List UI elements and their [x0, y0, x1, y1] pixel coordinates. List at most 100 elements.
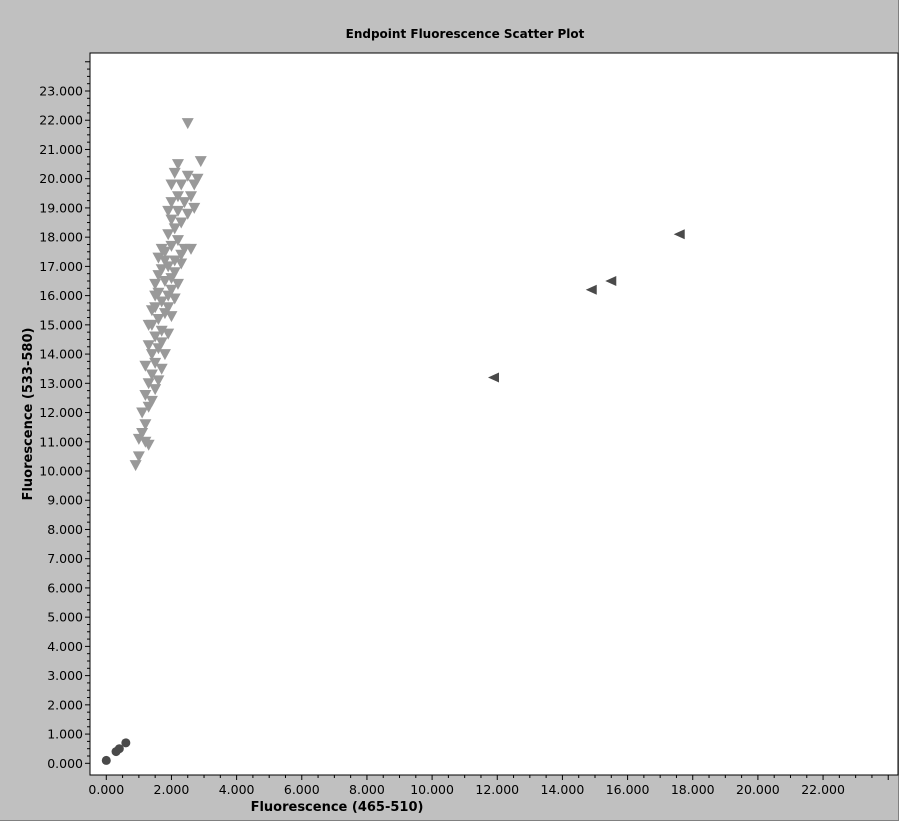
data-point-triangle-left [488, 372, 499, 383]
data-point-triangle-down [152, 252, 165, 264]
y-tick-label: 20.000 [39, 171, 83, 186]
data-point-triangle-down [158, 255, 171, 267]
data-point-triangle-left [673, 229, 685, 240]
y-tick-label: 6.000 [47, 580, 83, 595]
data-point-triangle-down [145, 369, 158, 381]
plot-area [89, 52, 899, 776]
data-point-triangle-down [175, 249, 188, 261]
y-tick-label: 17.000 [39, 259, 83, 274]
data-point-triangle-down [155, 363, 168, 375]
y-axis-title: Fluorescence (533-580) [21, 328, 36, 501]
data-point-triangle-down [162, 205, 175, 217]
data-point-circle [114, 744, 124, 754]
x-tick-label: 2.000 [154, 782, 190, 797]
data-point-triangle-down [149, 331, 162, 343]
data-point-triangle-down [188, 202, 201, 214]
x-tick-label: 0.000 [88, 782, 124, 797]
x-axis: 0.000 2.000 4.000 6.000 8.000 10.000 12.000 14.… [88, 775, 889, 797]
data-point-triangle-down [168, 223, 181, 235]
data-point-triangle-down [149, 290, 162, 302]
data-point-triangle-down [149, 357, 162, 369]
y-tick-label: 4.000 [47, 639, 83, 654]
x-tick-label: 18.000 [671, 782, 715, 797]
data-point-triangle-down [142, 378, 155, 390]
data-point-triangle-down [178, 197, 191, 209]
y-tick-label: 19.000 [39, 200, 83, 215]
data-point-triangle-down [191, 173, 204, 185]
y-tick-label: 13.000 [39, 376, 83, 391]
data-point-triangle-down [165, 240, 178, 252]
data-point-triangle-down [142, 340, 155, 352]
data-point-triangle-down [155, 243, 168, 255]
y-tick-label: 3.000 [47, 668, 83, 683]
data-point-triangle-down [168, 167, 181, 179]
data-point-triangle-down [162, 328, 175, 340]
data-point-triangle-down [171, 159, 184, 171]
data-point-triangle-down [132, 451, 145, 463]
y-tick-label: 0.000 [47, 756, 83, 771]
data-points [101, 118, 685, 765]
data-point-triangle-down [139, 390, 152, 401]
data-point-triangle-down [158, 276, 171, 287]
x-tick-label: 14.000 [541, 782, 585, 797]
y-tick-label: 16.000 [39, 288, 83, 303]
data-point-triangle-down [185, 191, 197, 203]
data-point-triangle-down [129, 460, 142, 472]
y-tick-label: 12.000 [39, 405, 83, 420]
data-point-triangle-down [194, 156, 207, 168]
data-point-triangle-down [168, 255, 181, 267]
data-point-triangle-down [165, 311, 178, 323]
data-point-triangle-down [142, 319, 155, 331]
data-point-triangle-down [155, 264, 168, 276]
y-tick-label: 22.000 [39, 113, 83, 128]
data-point-triangle-down [165, 179, 178, 191]
y-tick-label: 11.000 [39, 434, 83, 449]
data-point-triangle-down [155, 337, 168, 349]
data-point-triangle-down [165, 197, 178, 209]
x-tick-label: 20.000 [736, 782, 780, 797]
data-point-triangle-down [168, 293, 181, 305]
data-point-triangle-down [171, 278, 184, 290]
y-tick-label: 9.000 [47, 493, 83, 508]
data-point-triangle-down [158, 349, 171, 361]
y-tick-label: 2.000 [47, 697, 83, 712]
data-point-triangle-down [136, 428, 149, 439]
data-point-triangle-down [155, 325, 168, 337]
x-axis-title: Fluorescence (465-510) [251, 800, 424, 815]
y-tick-label: 7.000 [47, 551, 83, 566]
data-point-circle [121, 738, 131, 748]
data-point-triangle-down [149, 278, 162, 290]
y-tick-label: 23.000 [39, 84, 83, 99]
chart-title: Endpoint Fluorescence Scatter Plot [345, 27, 585, 41]
data-point-triangle-down [181, 118, 194, 130]
data-point-triangle-down [139, 419, 152, 431]
data-point-triangle-down [168, 267, 181, 279]
data-point-triangle-down [171, 235, 184, 247]
data-point-triangle-down [175, 179, 188, 191]
x-tick-label: 8.000 [349, 782, 385, 797]
data-point-circle [101, 755, 111, 765]
y-tick-label: 14.000 [39, 347, 83, 362]
y-tick-label: 8.000 [47, 522, 83, 537]
x-tick-label: 22.000 [801, 782, 845, 797]
data-point-triangle-down [155, 296, 168, 308]
data-point-triangle-down [181, 208, 194, 220]
data-point-triangle-down [171, 205, 184, 217]
x-tick-label: 12.000 [475, 782, 519, 797]
data-point-triangle-down [165, 284, 178, 296]
data-point-triangle-down [145, 395, 158, 407]
y-tick-label: 1.000 [47, 727, 83, 742]
data-point-triangle-down [165, 214, 178, 226]
data-point-triangle-down [142, 439, 155, 451]
data-point-triangle-down [185, 243, 197, 255]
y-tick-label: 21.000 [39, 142, 83, 157]
y-tick-label: 5.000 [47, 610, 83, 625]
data-point-triangle-down [136, 407, 149, 419]
data-point-triangle-left [585, 284, 597, 295]
x-tick-label: 6.000 [284, 782, 320, 797]
x-tick-label: 4.000 [219, 782, 255, 797]
x-tick-label: 16.000 [606, 782, 650, 797]
y-axis: 0.000 1.000 2.000 3.000 4.000 5.000 6.000 7.000… [39, 61, 90, 771]
